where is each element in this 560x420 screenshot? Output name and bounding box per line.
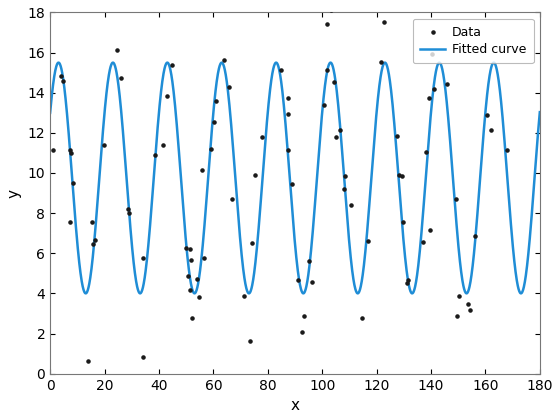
Fitted curve bbox=[491, 60, 497, 65]
Data bbox=[118, 76, 124, 81]
Fitted curve bbox=[522, 271, 529, 276]
Line: Data: Data bbox=[50, 0, 510, 364]
Data bbox=[359, 315, 366, 320]
Fitted curve bbox=[285, 155, 292, 160]
Fitted curve bbox=[536, 110, 543, 115]
Data bbox=[426, 96, 433, 101]
Y-axis label: y: y bbox=[7, 189, 22, 197]
Data bbox=[429, 51, 436, 56]
Data bbox=[503, 147, 510, 152]
X-axis label: x: x bbox=[291, 398, 300, 413]
Fitted curve bbox=[72, 214, 78, 219]
Fitted curve bbox=[522, 273, 529, 278]
Fitted curve bbox=[517, 291, 524, 296]
Fitted curve bbox=[432, 70, 439, 75]
Data bbox=[85, 358, 91, 363]
Legend: Data, Fitted curve: Data, Fitted curve bbox=[413, 19, 534, 63]
Data bbox=[483, 113, 490, 118]
Fitted curve bbox=[272, 61, 278, 66]
Data bbox=[50, 147, 57, 152]
Data bbox=[193, 277, 200, 282]
Fitted curve bbox=[46, 110, 53, 116]
Line: Fitted curve: Fitted curve bbox=[50, 63, 540, 294]
